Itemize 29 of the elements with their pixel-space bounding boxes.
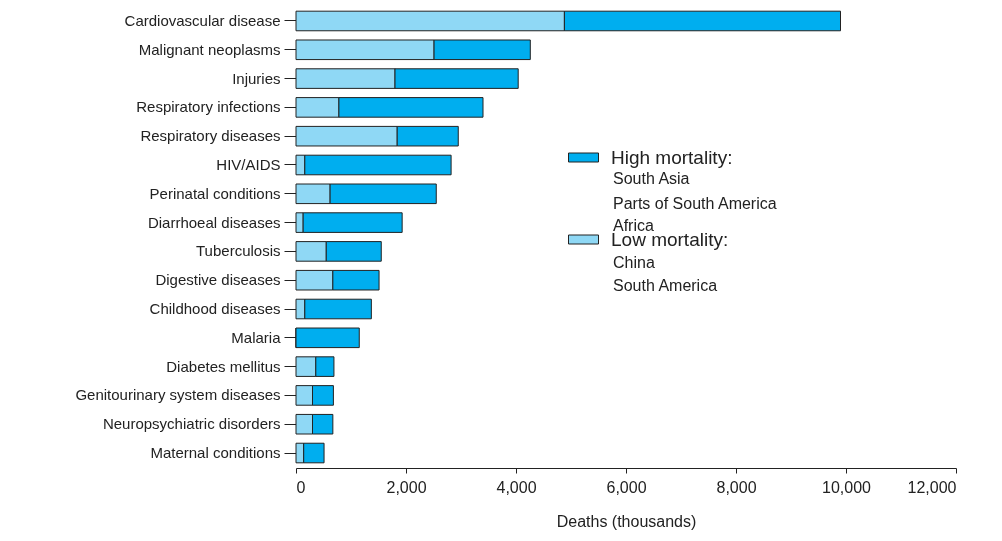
x-tick-label: 10,000: [822, 478, 872, 496]
x-tick-label: 8,000: [716, 478, 757, 496]
y-tick-label: Maternal conditions: [150, 444, 281, 462]
y-tick-label: Respiratory diseases: [140, 127, 281, 145]
y-tick-label: Genitourinary system diseases: [75, 386, 281, 404]
y-tick-label: Childhood diseases: [149, 300, 281, 318]
annotation: South America: [613, 277, 718, 294]
y-tick-label: Malaria: [231, 328, 282, 346]
annotation: South Asia: [613, 170, 690, 187]
x-axis-title: Deaths (thousands): [556, 512, 697, 530]
y-tick-label: Tuberculosis: [196, 242, 281, 260]
legend-label: High mortality:: [611, 146, 733, 168]
y-tick-label: Diarrhoeal diseases: [147, 213, 281, 231]
y-tick-label: HIV/AIDS: [216, 155, 281, 173]
annotation: China: [613, 254, 655, 271]
y-tick-label: Digestive diseases: [155, 271, 281, 289]
y-tick-label: Cardiovascular disease: [124, 11, 281, 29]
x-tick-label: 6,000: [606, 478, 647, 496]
y-tick-label: Perinatal conditions: [149, 184, 281, 202]
y-tick-label: Respiratory infections: [136, 98, 281, 116]
x-tick-label: 12,000: [907, 478, 957, 496]
x-tick-label: 4,000: [496, 478, 537, 496]
y-tick-label: Malignant neoplasms: [138, 40, 281, 58]
y-tick-label: Injuries: [232, 69, 281, 87]
annotation: Parts of South America: [613, 195, 777, 212]
y-tick-label: Neuropsychiatric disorders: [102, 415, 281, 433]
x-tick-label: 0: [296, 478, 306, 496]
y-tick-label: Diabetes mellitus: [166, 357, 281, 375]
x-tick-label: 2,000: [386, 478, 427, 496]
